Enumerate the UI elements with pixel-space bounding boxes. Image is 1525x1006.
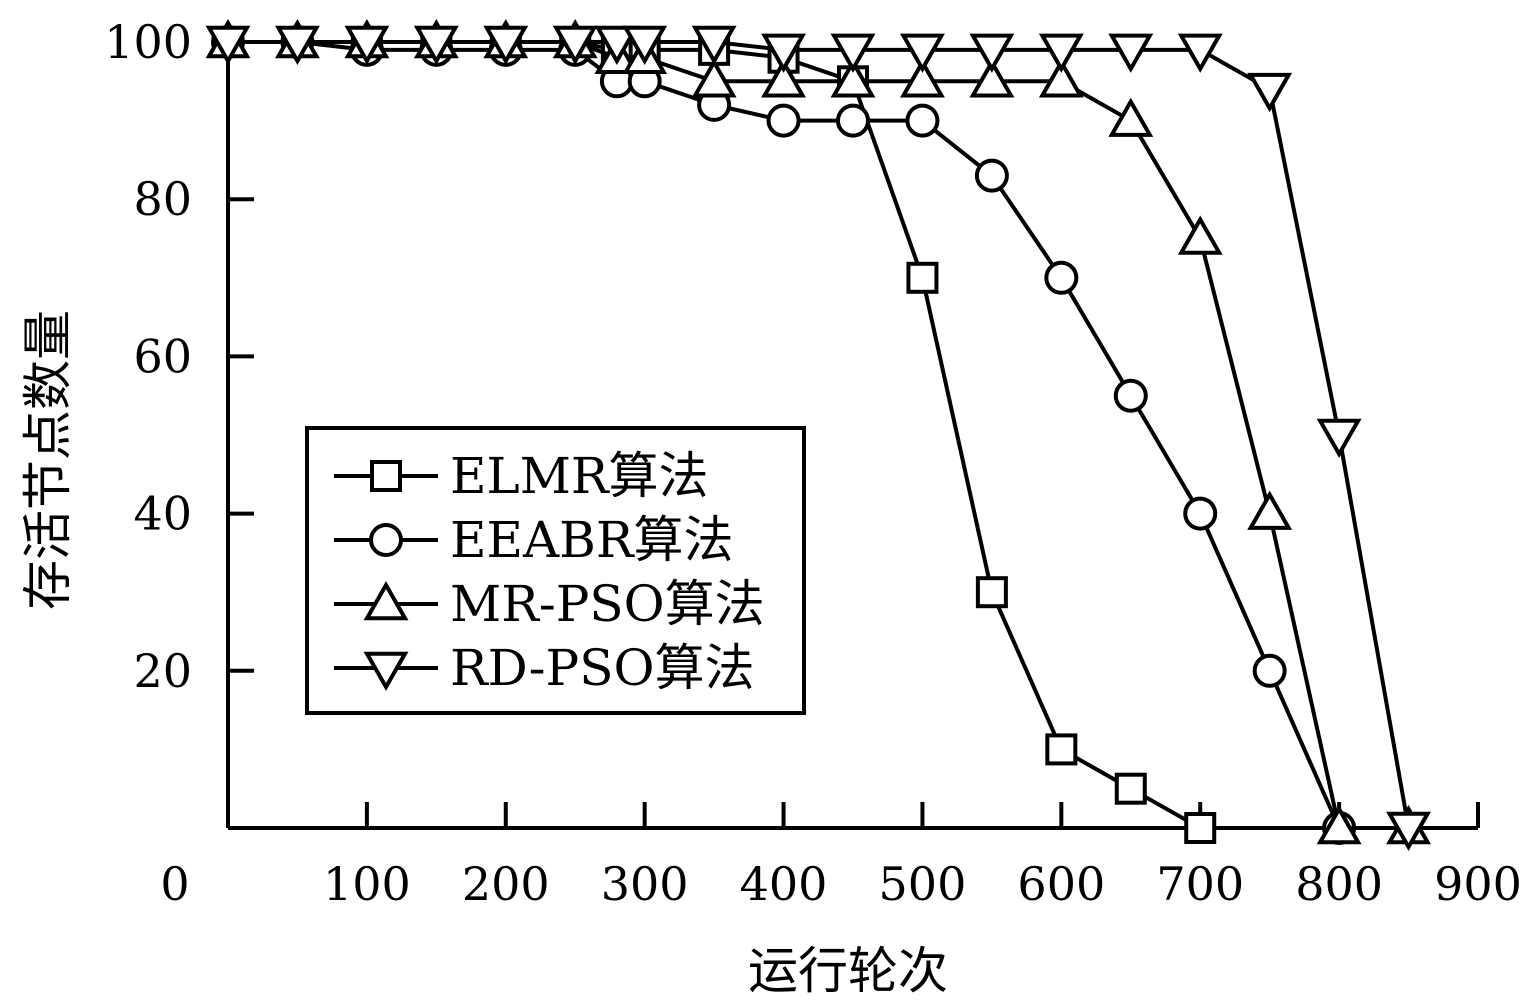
data-point — [622, 25, 668, 66]
y-tick-label: 100 — [104, 15, 192, 69]
x-tick-label: 800 — [1295, 857, 1383, 911]
legend-marker — [370, 460, 402, 492]
data-point — [1108, 97, 1154, 137]
data-point — [1183, 496, 1218, 531]
x-tick-label: 100 — [323, 857, 411, 911]
y-axis-title: 存活节点数量 — [19, 310, 77, 610]
data-point — [594, 25, 640, 66]
data-point — [552, 25, 598, 66]
legend-marker — [363, 580, 409, 621]
data-point — [1038, 33, 1084, 73]
data-point — [1247, 490, 1293, 530]
data-point — [274, 25, 320, 66]
data-point — [1252, 653, 1287, 688]
data-point — [899, 33, 945, 73]
data-point — [974, 158, 1009, 193]
x-tick-label: 0 — [160, 857, 189, 911]
data-point — [1386, 811, 1432, 852]
legend-item: RD-PSO算法 — [334, 639, 754, 697]
legend-label: EEABR算法 — [450, 511, 734, 569]
x-ticks: 0 100 200 300 400 500 600 700 800 900 — [160, 802, 1522, 911]
data-point — [1177, 33, 1223, 73]
x-tick-label: 600 — [1017, 857, 1105, 911]
x-tick-label: 500 — [879, 857, 967, 911]
legend-marker — [369, 523, 403, 557]
data-point — [1044, 260, 1079, 295]
data-point — [1038, 58, 1084, 98]
legend-label: ELMR算法 — [450, 447, 709, 505]
data-point — [766, 103, 801, 138]
y-tick-label: 40 — [133, 487, 192, 541]
data-point — [1045, 733, 1078, 766]
data-point — [1114, 772, 1147, 805]
legend-items: ELMR算法 EEABR算法 MR-PSO算法 RD-PSO算法 — [334, 447, 765, 697]
series-layer — [205, 18, 1432, 852]
x-tick-label: 300 — [601, 857, 689, 911]
data-point — [969, 58, 1015, 98]
data-point — [1184, 812, 1217, 844]
data-point — [1247, 72, 1293, 113]
legend-item: ELMR算法 — [334, 447, 709, 505]
legend-label: MR-PSO算法 — [450, 575, 765, 633]
legend-label: RD-PSO算法 — [450, 639, 754, 697]
legend-marker — [363, 651, 409, 692]
data-point — [906, 261, 939, 294]
data-point — [483, 25, 529, 66]
y-tick-label: 60 — [133, 329, 192, 383]
data-point — [1177, 215, 1223, 255]
y-tick-label: 80 — [133, 172, 192, 226]
data-point — [905, 103, 940, 138]
data-point — [1316, 418, 1362, 459]
data-point — [836, 103, 870, 138]
data-point — [691, 25, 737, 66]
x-axis-title: 运行轮次 — [748, 942, 948, 1000]
data-point — [761, 33, 807, 73]
data-point — [344, 25, 390, 66]
data-point — [1108, 33, 1154, 73]
data-point — [975, 576, 1008, 609]
x-tick-label: 400 — [740, 857, 828, 911]
legend-item: MR-PSO算法 — [334, 575, 765, 633]
data-point — [830, 33, 876, 73]
y-ticks: 20 40 60 80 100 — [104, 15, 254, 698]
x-tick-label: 200 — [462, 857, 550, 911]
series-triangle-down — [205, 25, 1432, 852]
x-tick-label: 900 — [1434, 857, 1522, 911]
data-point — [761, 58, 807, 98]
legend: ELMR算法 EEABR算法 MR-PSO算法 RD-PSO算法 — [305, 426, 806, 715]
legend-item: EEABR算法 — [334, 511, 734, 569]
data-point — [969, 33, 1015, 73]
data-point — [899, 58, 945, 98]
data-point — [1113, 378, 1148, 413]
data-point — [830, 58, 876, 98]
data-point — [1316, 804, 1362, 845]
y-tick-label: 20 — [133, 644, 192, 698]
data-point — [205, 25, 251, 66]
data-point — [413, 25, 459, 66]
axes: 0 100 200 300 400 500 600 700 800 900 20 40 60 80 100 — [104, 15, 1522, 911]
x-tick-label: 700 — [1156, 857, 1244, 911]
data-point — [691, 58, 737, 98]
